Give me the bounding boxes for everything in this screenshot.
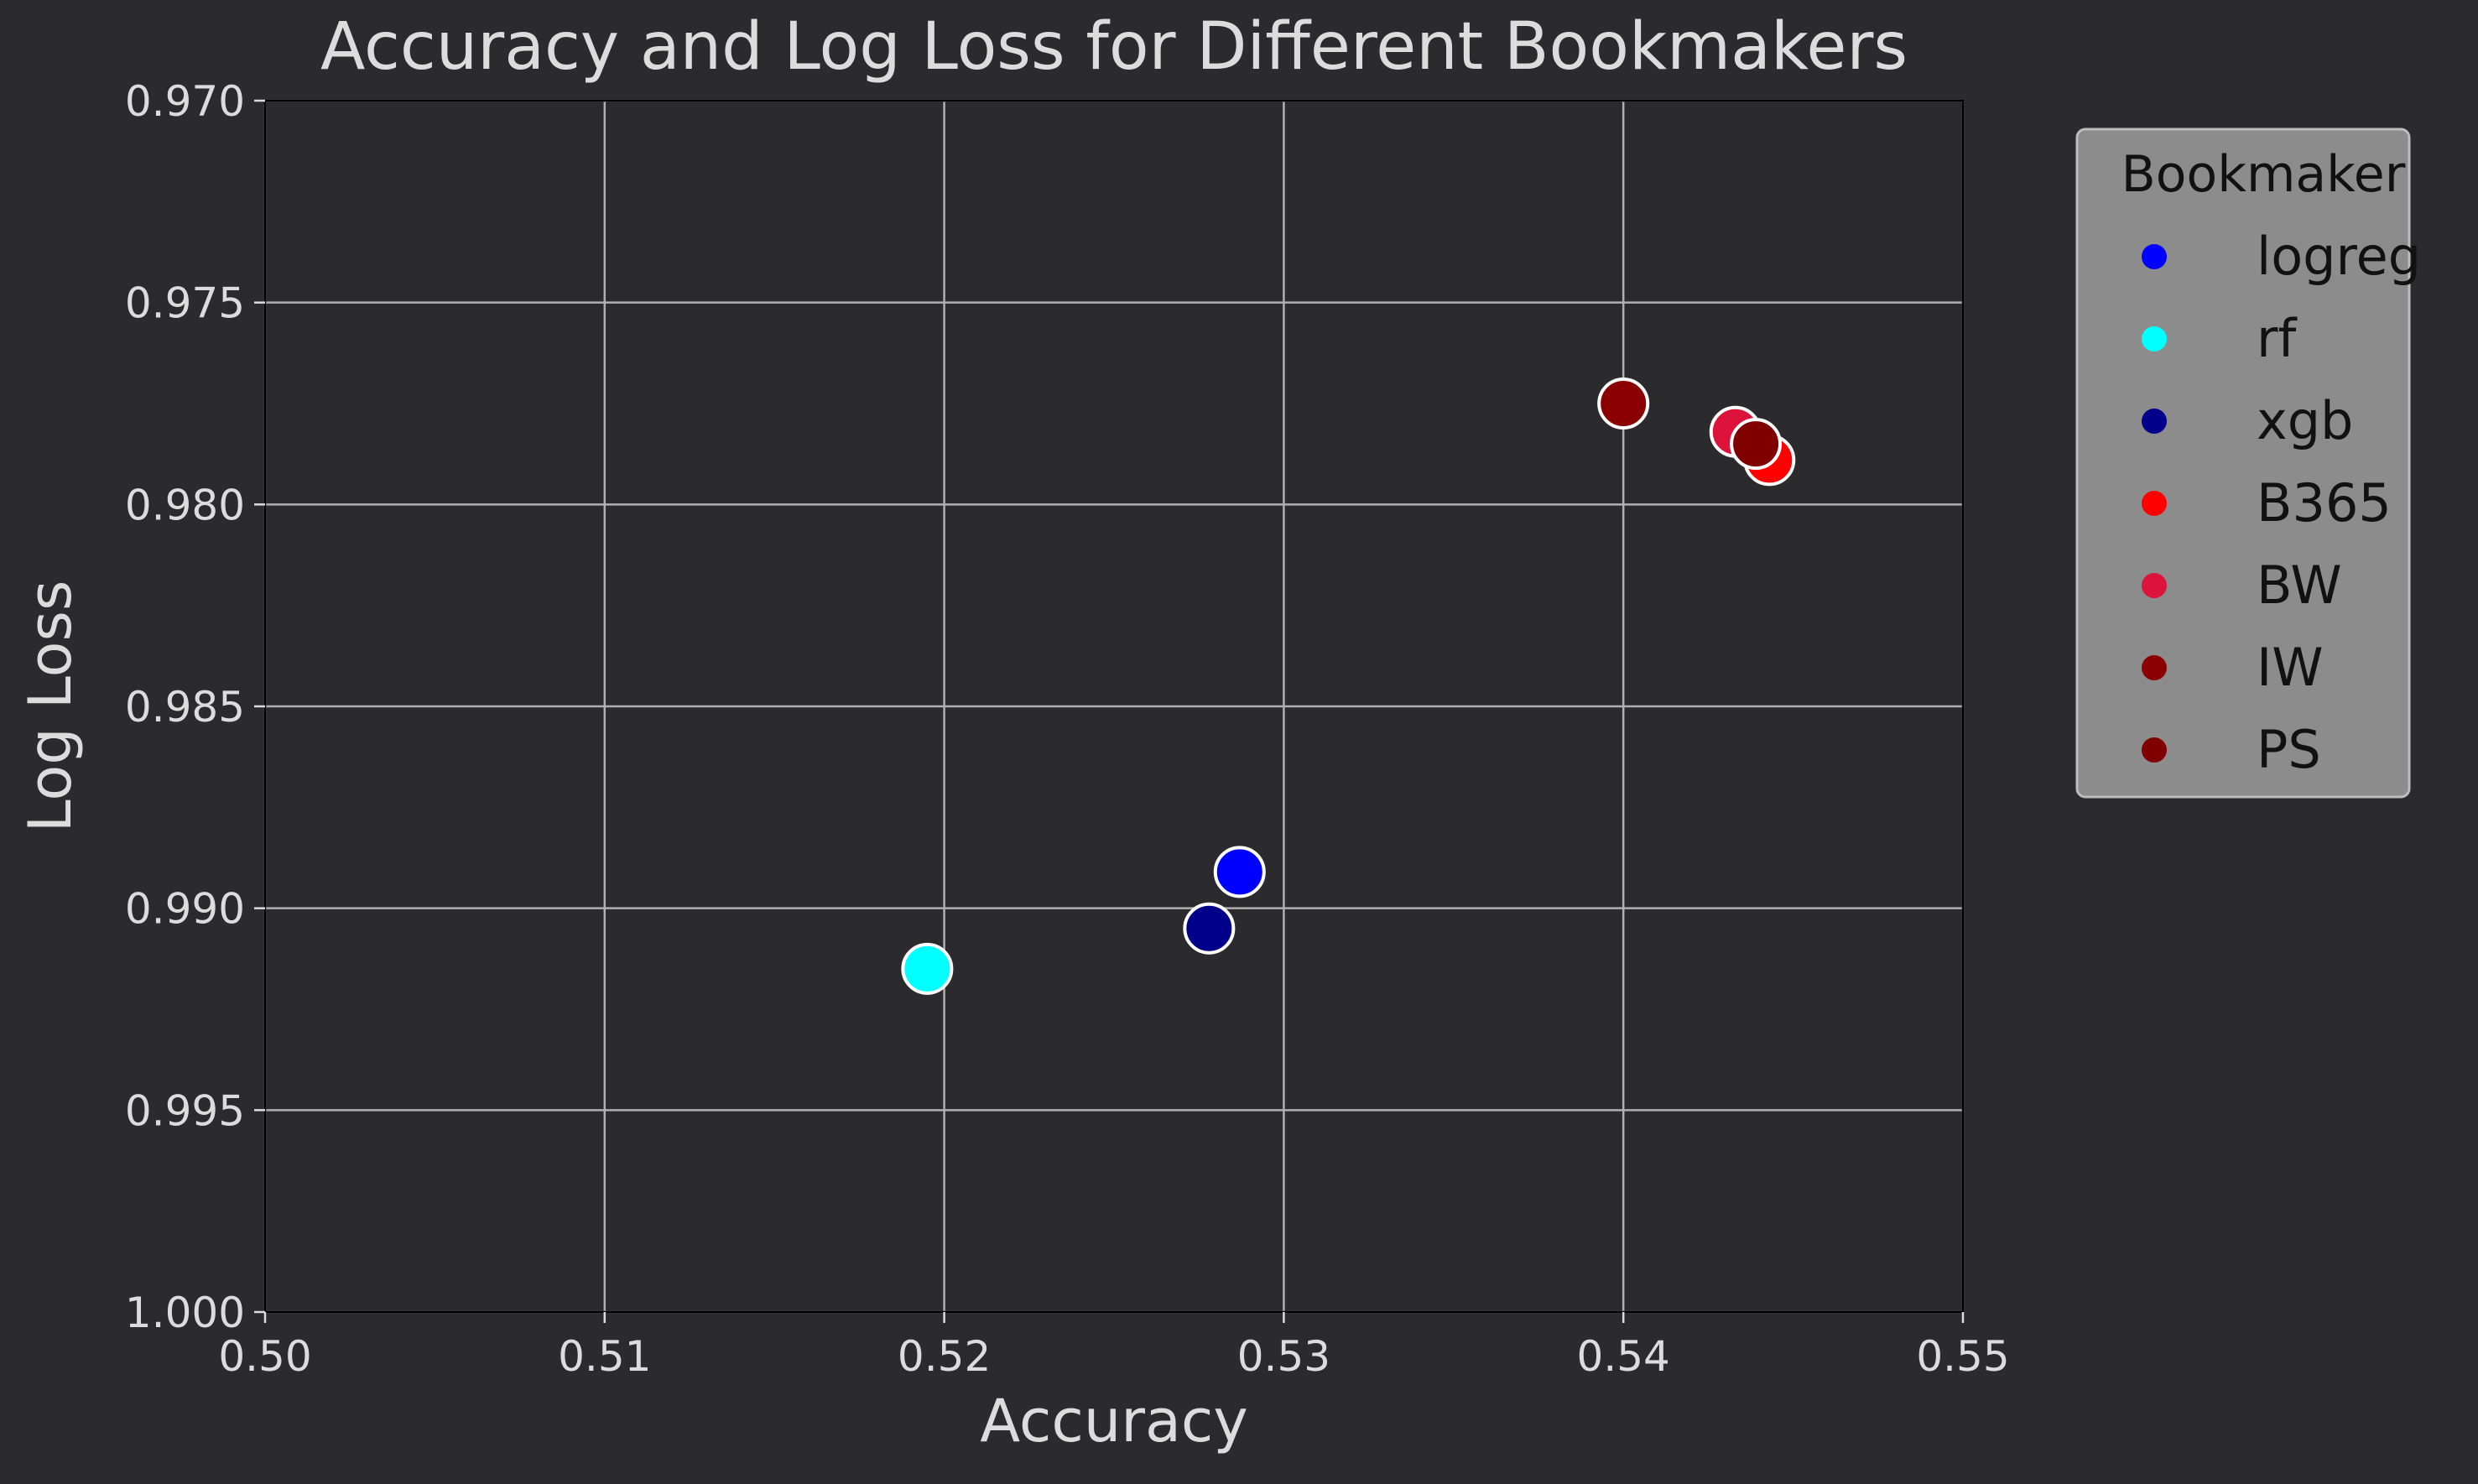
point-xgb [1183, 902, 1236, 955]
point-iw [1597, 378, 1650, 430]
y-tick-label: 0.980 [125, 481, 245, 529]
x-tick-label: 0.50 [218, 1332, 311, 1381]
x-axis-label: Accuracy [980, 1387, 1248, 1455]
point-rf [901, 942, 954, 995]
legend: Bookmaker logreg rf xgb B365 BW IW PS [2075, 128, 2421, 799]
point-ps [1730, 418, 1783, 471]
y-axis-label: Log Loss [16, 581, 85, 833]
y-tick-label: 0.985 [125, 683, 245, 732]
y-tick-label: 0.970 [125, 77, 245, 126]
y-tick-label: 0.990 [125, 885, 245, 934]
legend-label-logreg: logreg [2257, 226, 2421, 287]
legend-marker-iw [2142, 655, 2167, 680]
y-tick-label: 0.995 [125, 1086, 245, 1135]
x-tick-label: 0.53 [1237, 1332, 1330, 1381]
legend-label-bw: BW [2257, 555, 2342, 616]
legend-label-iw: IW [2257, 637, 2324, 698]
legend-marker-logreg [2142, 244, 2167, 269]
chart-title: Accuracy and Log Loss for Different Book… [320, 9, 1908, 85]
data-points [901, 378, 1796, 995]
legend-marker-bw [2142, 573, 2167, 598]
y-tick-label: 1.000 [125, 1289, 245, 1337]
legend-label-ps: PS [2257, 719, 2321, 780]
x-tick-label: 0.55 [1916, 1332, 2009, 1381]
x-tick-label: 0.52 [898, 1332, 991, 1381]
legend-marker-b365 [2142, 491, 2167, 516]
ticks: 0.50 0.51 0.52 0.53 0.54 0.55 0.970 0.975 0.980 0… [125, 77, 2010, 1381]
x-tick-label: 0.51 [558, 1332, 651, 1381]
legend-marker-xgb [2142, 409, 2167, 434]
point-logreg [1213, 846, 1266, 898]
legend-label-xgb: xgb [2257, 390, 2353, 451]
legend-label-b365: B365 [2257, 472, 2392, 534]
legend-label-rf: rf [2257, 308, 2298, 369]
y-tick-label: 0.975 [125, 279, 245, 328]
legend-items: logreg rf xgb B365 BW IW PS [2142, 226, 2421, 780]
legend-marker-ps [2142, 737, 2167, 763]
x-tick-label: 0.54 [1577, 1332, 1670, 1381]
legend-box [2075, 128, 2411, 799]
legend-marker-rf [2142, 326, 2167, 351]
legend-title: Bookmaker [2121, 145, 2406, 204]
